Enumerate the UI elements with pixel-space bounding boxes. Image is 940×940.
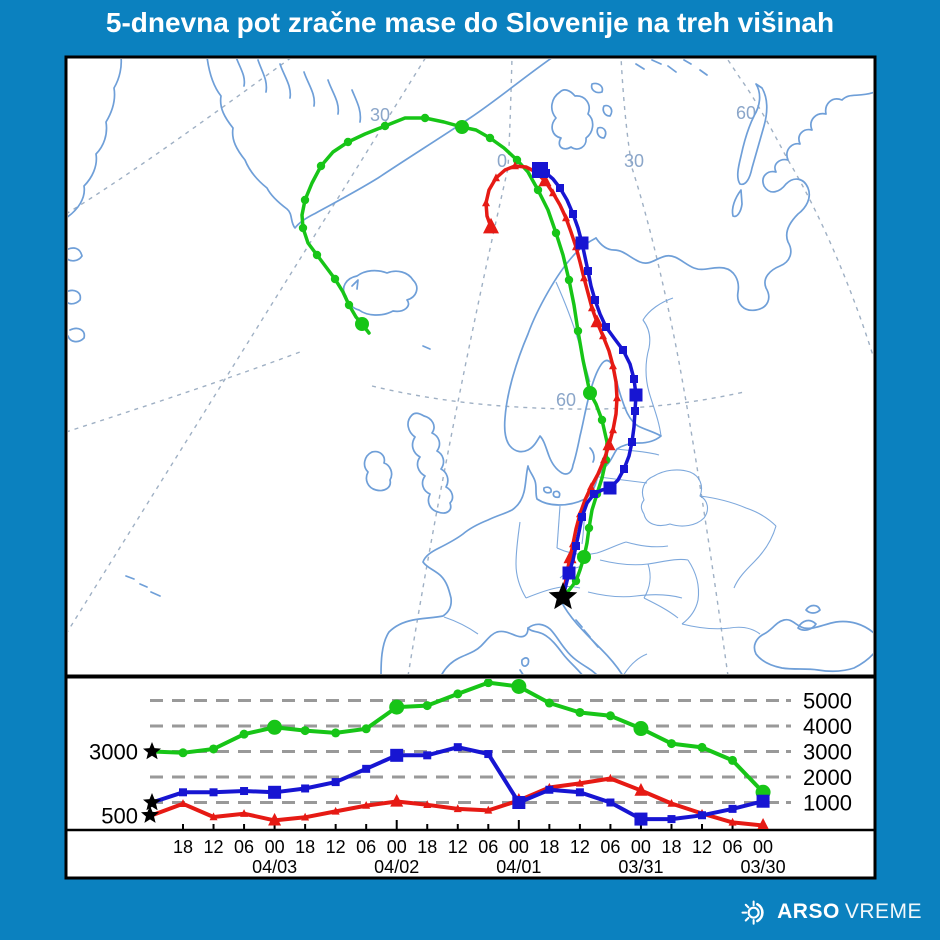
x-tick-label: 06 — [234, 837, 254, 857]
profile-series-square — [150, 743, 770, 826]
x-tick-label: 06 — [723, 837, 743, 857]
map-graticule: 30 0 30 60 60 — [68, 59, 873, 674]
graticule-label: 30 — [370, 105, 390, 125]
x-tick-label: 18 — [173, 837, 193, 857]
x-tick-label: 00 — [631, 837, 651, 857]
right-axis-label: 2000 — [803, 765, 852, 790]
x-tick-label: 12 — [448, 837, 468, 857]
date-label: 03/31 — [618, 857, 663, 877]
map-coastlines — [68, 59, 873, 674]
right-axis-label: 1000 — [803, 791, 852, 816]
date-label: 04/01 — [496, 857, 541, 877]
graticule-label: 60 — [556, 390, 576, 410]
x-tick-label: 12 — [570, 837, 590, 857]
x-tick-label: 18 — [417, 837, 437, 857]
profile-arrival-star — [143, 793, 161, 811]
arrival-star-marker — [548, 582, 578, 610]
x-tick-label: 00 — [753, 837, 773, 857]
date-label: 04/02 — [374, 857, 419, 877]
left-axis-label: 3000 — [89, 740, 138, 765]
sun-icon — [741, 900, 764, 925]
x-tick-label: 06 — [478, 837, 498, 857]
right-axis-label: 3000 — [803, 740, 852, 765]
x-tick-label: 18 — [295, 837, 315, 857]
map-trajectory-blue — [532, 162, 643, 599]
x-tick-label: 00 — [509, 837, 529, 857]
logo-text: ARSO VREME — [777, 900, 922, 924]
right-axis-label: 4000 — [803, 714, 852, 739]
date-label: 04/03 — [252, 857, 297, 877]
graticule-label: 60 — [736, 103, 756, 123]
x-tick-label: 06 — [600, 837, 620, 857]
x-tick-label: 12 — [204, 837, 224, 857]
date-label: 03/30 — [741, 857, 786, 877]
x-tick-label: 18 — [661, 837, 681, 857]
x-tick-label: 00 — [265, 837, 285, 857]
logo-arso: ARSO — [777, 900, 840, 923]
x-tick-label: 06 — [356, 837, 376, 857]
x-tick-label: 18 — [539, 837, 559, 857]
x-tick-label: 12 — [692, 837, 712, 857]
graticule-label: 0 — [497, 151, 507, 171]
graticule-label: 30 — [624, 151, 644, 171]
x-tick-label: 00 — [387, 837, 407, 857]
right-axis-label: 5000 — [803, 689, 852, 714]
logo-vreme: VREME — [844, 900, 922, 923]
profile-arrival-star — [143, 742, 161, 760]
map-canvas: 30 0 30 60 60 — [68, 59, 873, 674]
map-trajectory-red — [482, 161, 621, 599]
page-title: 5-dnevna pot zračne mase do Slovenije na… — [105, 7, 835, 38]
profile-arrival-star — [141, 805, 159, 823]
x-tick-label: 12 — [326, 837, 346, 857]
arso-vreme-logo: ARSO VREME — [738, 897, 922, 927]
left-axis-label: 500 — [101, 803, 138, 828]
